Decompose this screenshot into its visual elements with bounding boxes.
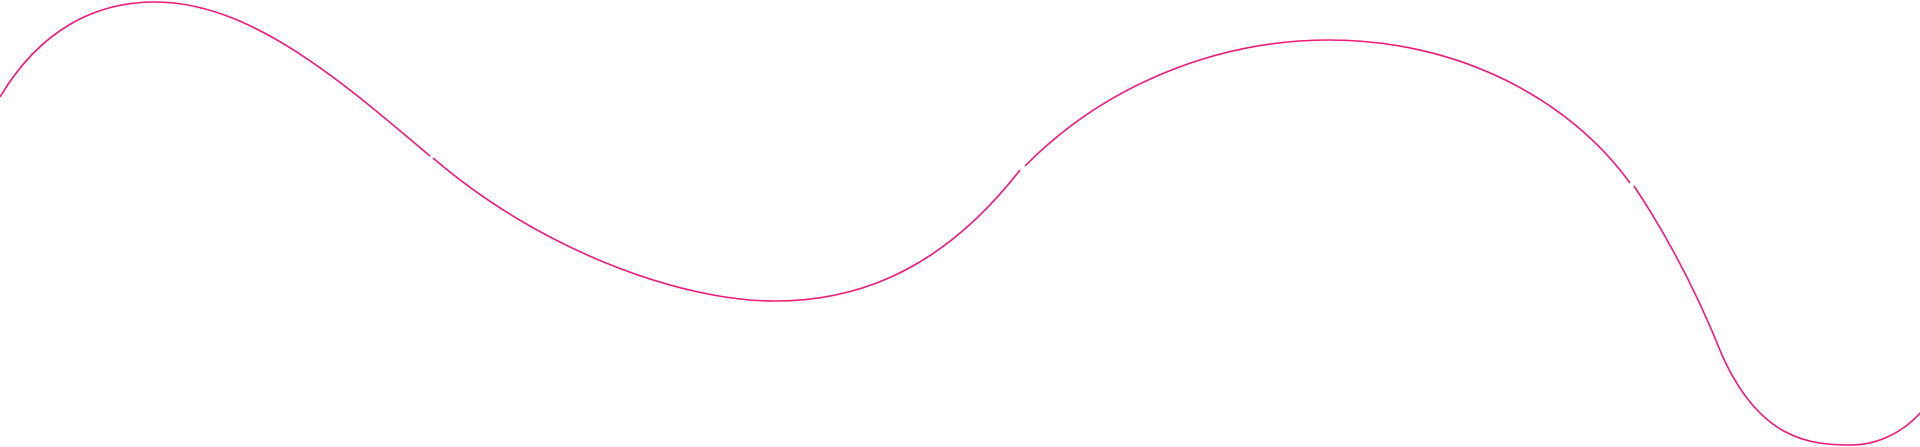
wave-segment-1 xyxy=(0,1,431,157)
wave-segment-3 xyxy=(1024,39,1631,184)
wave-segment-4 xyxy=(1633,185,1920,446)
wave-segment-2 xyxy=(432,157,1021,302)
